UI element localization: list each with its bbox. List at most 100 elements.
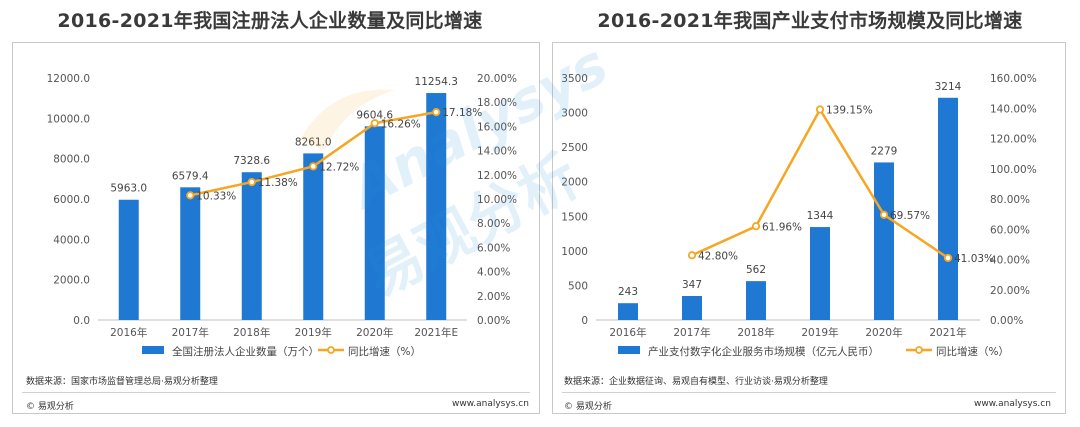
legend-bar-swatch <box>142 346 164 354</box>
y-right-tick-label: 0.00% <box>477 315 510 327</box>
right-copyright: © 易观分析 <box>564 402 612 412</box>
y-right-tick-label: 80.00% <box>990 194 1030 206</box>
y-right-tick-label: 16.00% <box>477 121 517 133</box>
bar <box>241 172 262 320</box>
bar <box>874 162 894 320</box>
x-tick-label: 2018年 <box>737 326 774 339</box>
bar <box>303 153 324 320</box>
y-right-tick-label: 18.00% <box>477 97 517 109</box>
bar <box>118 199 139 320</box>
y-left-tick-label: 2000.0 <box>53 275 90 287</box>
x-tick-label: 2020年 <box>356 326 393 339</box>
bar-value-label: 3214 <box>935 81 962 93</box>
y-left-tick-label: 12000.0 <box>47 73 90 85</box>
left-chart-panel <box>12 42 540 414</box>
legend-label: 全国注册法人企业数量（万个） <box>172 345 319 358</box>
x-tick-label: 2021年 <box>929 326 966 339</box>
x-tick-label: 2021年E <box>414 326 458 339</box>
bar-value-label: 1344 <box>807 210 834 222</box>
y-left-tick-label: 1000 <box>561 246 588 258</box>
right-footer-divider <box>562 392 1056 393</box>
line-marker <box>879 210 889 219</box>
line-value-label: 69.57% <box>890 210 930 222</box>
bar <box>810 227 830 320</box>
y-right-tick-label: 12.00% <box>477 170 517 182</box>
y-right-tick-label: 60.00% <box>990 224 1030 236</box>
bar-value-label: 8261.0 <box>295 136 332 148</box>
y-left-tick-label: 1500 <box>561 211 588 223</box>
y-left-tick-label: 0.0 <box>73 315 90 327</box>
y-left-tick-label: 500 <box>568 280 588 292</box>
y-right-tick-label: 10.00% <box>477 194 517 206</box>
bar-value-label: 9604.6 <box>356 109 393 121</box>
legend-label: 产业支付数字化企业服务市场规模（亿元人民币） <box>648 345 879 358</box>
x-tick-label: 2020年 <box>865 326 902 339</box>
line-marker <box>186 191 195 200</box>
y-left-tick-label: 3500 <box>561 73 588 85</box>
right-chart: 0 500 1000 1500 2000 2500 3000 3500 0.00% 20.00% 4… <box>561 73 1037 358</box>
bar <box>180 187 201 320</box>
y-right-tick-label: 4.00% <box>477 267 510 279</box>
x-tick-label: 2016年 <box>110 326 147 339</box>
line-marker <box>751 222 761 231</box>
y-right-tick-label: 100.00% <box>990 164 1037 176</box>
right-source-note: 数据来源：企业数据征询、易观自有模型、行业访谈·易观分析整理 <box>564 377 828 387</box>
left-source-note: 数据来源：国家市场监督管理总局·易观分析整理 <box>26 377 218 387</box>
y-right-tick-label: 140.00% <box>990 103 1037 115</box>
y-right-tick-label: 14.00% <box>477 146 517 158</box>
y-left-tick-label: 4000.0 <box>53 234 90 246</box>
legend-bar-swatch <box>618 346 640 354</box>
left-footer-divider <box>22 392 530 393</box>
left-copyright: © 易观分析 <box>26 402 74 412</box>
x-tick-label: 2017年 <box>673 326 710 339</box>
bar-value-label: 5963.0 <box>110 183 147 195</box>
y-left-tick-label: 3000 <box>561 108 588 120</box>
line-value-label: 139.15% <box>826 105 873 117</box>
left-chart: 0.0 2000.0 4000.0 6000.0 8000.0 10000.0 12000.… <box>47 73 517 358</box>
y-right-tick-label: 20.00% <box>477 73 517 85</box>
bar <box>938 97 958 320</box>
x-tick-label: 2017年 <box>172 326 209 339</box>
y-right-tick-label: 160.00% <box>990 73 1037 85</box>
line-value-label: 10.33% <box>196 190 236 202</box>
left-website: www.analysys.cn <box>452 399 529 409</box>
bar <box>426 93 447 320</box>
line-value-label: 16.26% <box>381 118 421 130</box>
line-value-label: 11.38% <box>258 177 298 189</box>
line-marker <box>432 108 441 117</box>
line-value-label: 61.96% <box>762 221 802 233</box>
y-left-tick-label: 6000.0 <box>53 194 90 206</box>
y-right-tick-label: 6.00% <box>477 242 510 254</box>
x-tick-label: 2019年 <box>295 326 332 339</box>
bar <box>364 126 385 320</box>
line-marker <box>370 119 379 128</box>
bar-value-label: 347 <box>682 279 702 291</box>
y-left-tick-label: 2000 <box>561 177 588 189</box>
line-marker <box>815 105 825 114</box>
y-right-tick-label: 20.00% <box>990 285 1030 297</box>
y-left-tick-label: 2500 <box>561 142 588 154</box>
bar-value-label: 7328.6 <box>233 155 270 167</box>
line-marker <box>247 177 256 187</box>
y-right-tick-label: 40.00% <box>990 255 1030 267</box>
line-value-label: 42.80% <box>698 250 738 262</box>
x-tick-label: 2018年 <box>233 326 270 339</box>
right-chart-title: 2016-2021年我国产业支付市场规模及同比增速 <box>597 10 1023 32</box>
bar-value-label: 11254.3 <box>415 76 458 88</box>
bar-value-label: 2279 <box>871 145 898 157</box>
legend-line-marker <box>915 346 923 354</box>
x-tick-label: 2019年 <box>801 326 838 339</box>
bar-value-label: 243 <box>618 286 638 298</box>
y-right-tick-label: 2.00% <box>477 291 510 303</box>
line-marker <box>309 162 318 171</box>
line-value-label: 17.18% <box>442 107 482 119</box>
bar <box>682 296 702 320</box>
left-chart-title: 2016-2021年我国注册法人企业数量及同比增速 <box>57 10 483 32</box>
right-website: www.analysys.cn <box>974 399 1051 409</box>
bar-value-label: 6579.4 <box>172 170 209 182</box>
legend-label: 同比增速（%） <box>936 345 1009 358</box>
bar-value-label: 562 <box>746 264 766 276</box>
y-left-tick-label: 10000.0 <box>47 113 90 125</box>
x-tick-label: 2016年 <box>609 326 646 339</box>
y-right-tick-label: 8.00% <box>477 218 510 230</box>
